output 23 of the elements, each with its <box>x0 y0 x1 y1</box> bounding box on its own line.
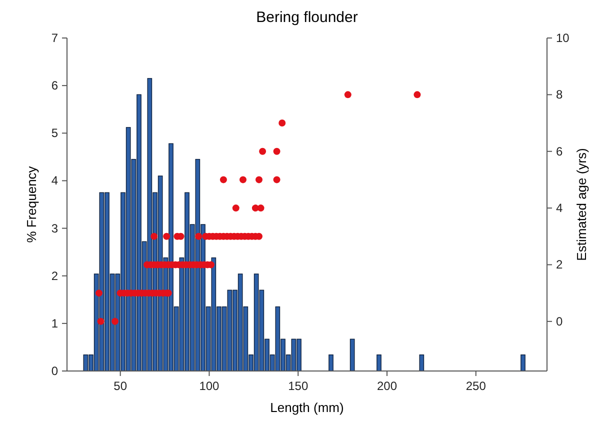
x-tick-label: 50 <box>114 379 128 393</box>
y2-tick-label: 0 <box>556 314 563 328</box>
y2-tick-label: 10 <box>556 31 570 45</box>
chart-title: Bering flounder <box>256 9 358 26</box>
y-tick-label: 4 <box>51 174 58 188</box>
x-axis-title: Length (mm) <box>270 400 344 415</box>
y-axis-title: % Frequency <box>24 166 39 243</box>
y2-axis-title: Estimated age (yrs) <box>574 148 589 261</box>
y-tick-label: 0 <box>51 364 58 378</box>
y-tick-label: 2 <box>51 268 58 283</box>
y2-tick-label: 6 <box>556 144 563 158</box>
y-tick-label: 6 <box>51 78 58 93</box>
x-tick-label: 100 <box>199 379 220 393</box>
x-tick-label: 200 <box>376 379 398 393</box>
y2-tick-label: 4 <box>556 201 563 216</box>
y-tick-label: 3 <box>51 221 58 236</box>
y-tick-label: 5 <box>51 126 58 140</box>
y2-tick-label: 2 <box>556 258 563 272</box>
x-tick-label: 150 <box>288 379 308 393</box>
y-tick-label: 7 <box>51 31 58 45</box>
x-tick-label: 250 <box>466 379 486 393</box>
y2-tick-label: 8 <box>556 88 563 102</box>
y-tick-label: 1 <box>51 316 58 330</box>
